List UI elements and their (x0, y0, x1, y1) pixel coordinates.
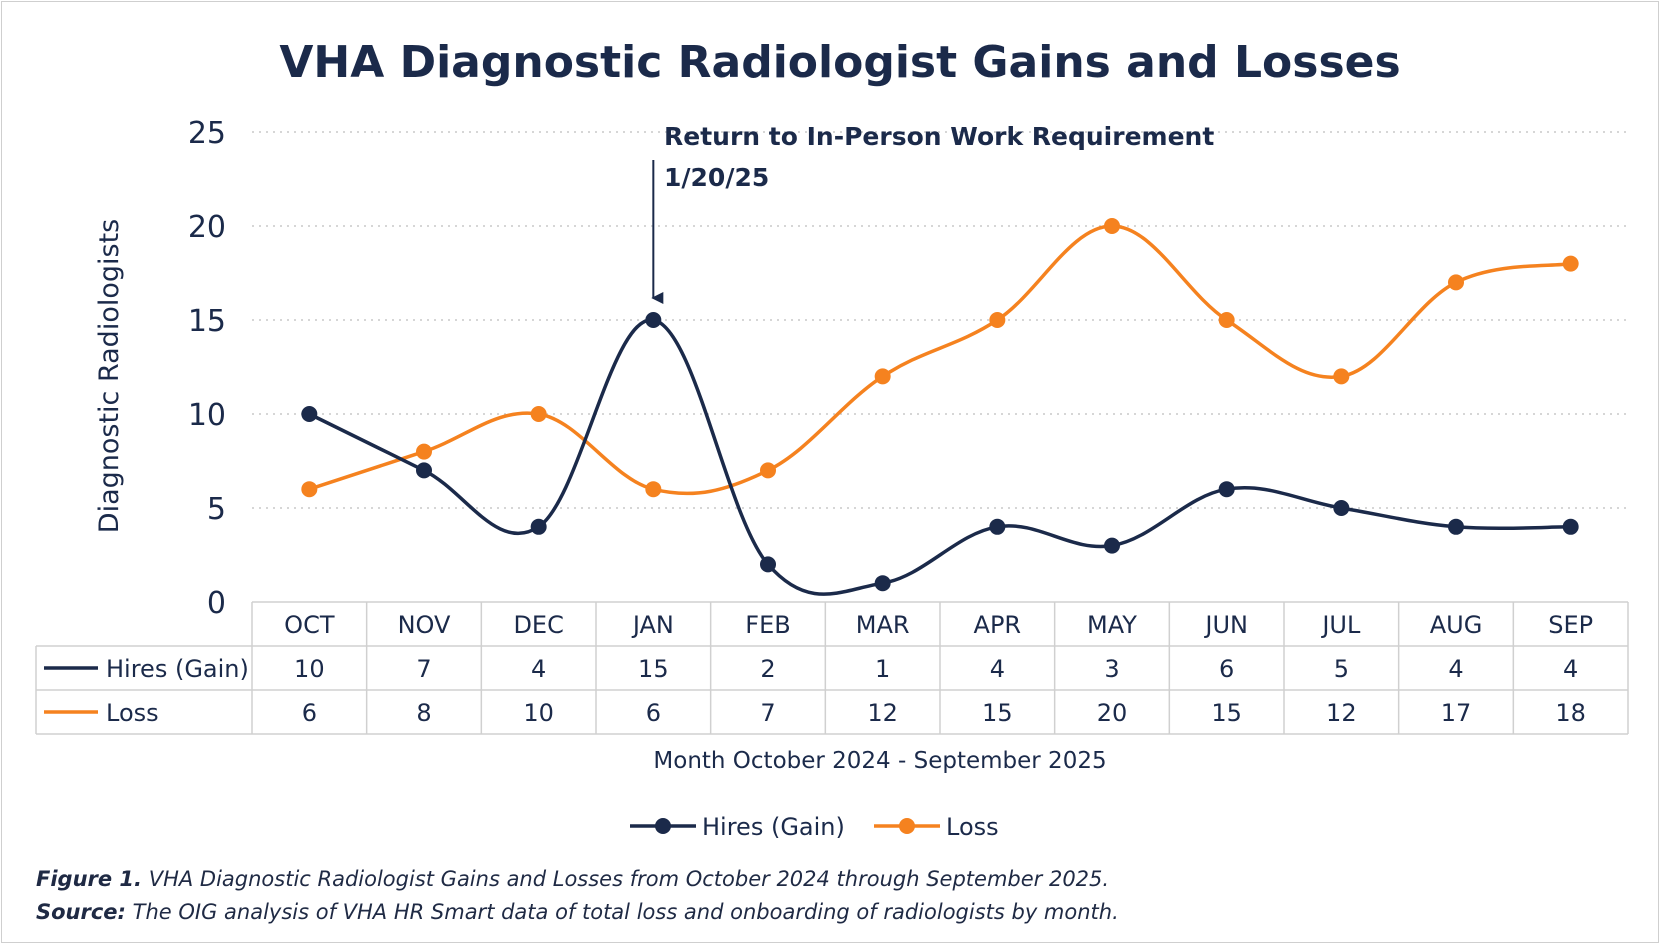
gridlines (252, 131, 1628, 509)
table-series-name: Hires (Gain) (106, 655, 249, 683)
table-cell-value: 15 (638, 655, 669, 683)
table-cell-value: 4 (1448, 655, 1463, 683)
figure-label: Figure 1. (36, 867, 143, 891)
x-tick-label: JUL (1320, 611, 1361, 639)
x-tick-label: MAR (856, 611, 910, 639)
x-tick-label: NOV (398, 611, 451, 639)
source-text: The OIG analysis of VHA HR Smart data of… (125, 900, 1119, 924)
data-point-loss-oct (301, 481, 318, 498)
table-cell-value: 5 (1334, 655, 1349, 683)
data-point-hires-gain-mar (874, 575, 891, 592)
chart-title: VHA Diagnostic Radiologist Gains and Los… (279, 37, 1400, 88)
table-cell-value: 6 (302, 699, 317, 727)
table-cell-value: 10 (523, 699, 554, 727)
data-point-hires-gain-jul (1333, 500, 1350, 516)
table-cell-value: 4 (1563, 655, 1578, 683)
x-axis-label: Month October 2024 - September 2025 (653, 748, 1106, 774)
data-point-hires-gain-jan (645, 312, 662, 328)
data-point-hires-gain-apr (989, 518, 1006, 535)
table-cell-value: 8 (416, 699, 431, 727)
y-tick-label: 5 (207, 492, 226, 527)
annotation-line1: Return to In-Person Work Requirement (664, 122, 1214, 151)
annotation-line2: 1/20/25 (664, 163, 769, 192)
data-point-loss-jan (645, 481, 662, 498)
table-cell-value: 4 (531, 655, 546, 683)
table-cell-value: 12 (867, 699, 898, 727)
data-point-hires-gain-aug (1448, 518, 1464, 535)
y-tick-label: 10 (188, 398, 226, 433)
y-axis-label: Diagnostic Radiologists (94, 219, 125, 533)
data-point-loss-nov (416, 443, 432, 460)
legend: Hires (Gain) Loss (630, 813, 999, 841)
data-point-loss-dec (530, 406, 547, 422)
x-tick-label: JAN (631, 611, 674, 639)
data-point-hires-gain-feb (760, 556, 776, 573)
table-series-name: Loss (106, 699, 159, 727)
data-point-loss-may (1104, 218, 1120, 234)
legend-label: Hires (Gain) (702, 813, 845, 841)
legend-label: Loss (946, 813, 999, 841)
table-cell-value: 6 (646, 699, 661, 727)
y-axis-ticks: 0 5 10 15 20 25 (188, 116, 226, 621)
x-tick-label: OCT (284, 611, 335, 639)
table-cell-value: 15 (982, 699, 1013, 727)
table-cell-value: 4 (990, 655, 1005, 683)
table-cell-value: 10 (294, 655, 325, 683)
y-tick-label: 20 (188, 210, 226, 245)
y-tick-label: 0 (207, 586, 226, 621)
series-line-loss (308, 224, 1571, 496)
figure-text: VHA Diagnostic Radiologist Gains and Los… (142, 867, 1110, 891)
annotation: Return to In-Person Work Requirement 1/2… (651, 122, 1214, 304)
data-point-loss-apr (989, 312, 1006, 328)
table-cell-value: 15 (1211, 699, 1242, 727)
series-points (301, 218, 1579, 592)
table-cell-value: 17 (1441, 699, 1472, 727)
data-point-loss-jun (1218, 312, 1235, 328)
x-tick-label: AUG (1430, 611, 1483, 639)
table-cell-value: 7 (760, 699, 775, 727)
data-point-loss-sep (1562, 255, 1579, 272)
y-tick-label: 15 (188, 304, 226, 339)
x-tick-label: FEB (745, 611, 790, 639)
series-lines (308, 224, 1571, 596)
data-point-hires-gain-jun (1218, 481, 1235, 498)
table-cell-value: 6 (1219, 655, 1234, 683)
source-caption: Source: The OIG analysis of VHA HR Smart… (36, 900, 1119, 924)
x-tick-label: APR (974, 611, 1022, 639)
data-point-hires-gain-sep (1562, 518, 1579, 535)
table-cell-value: 20 (1097, 699, 1128, 727)
table-cell-value: 12 (1326, 699, 1357, 727)
series-line-hires-gain (308, 318, 1571, 596)
legend-swatch-marker (899, 818, 915, 834)
legend-swatch-marker (655, 818, 671, 834)
table-cell-value: 2 (760, 655, 775, 683)
data-point-hires-gain-oct (301, 406, 318, 422)
x-tick-label: MAY (1087, 611, 1137, 639)
table-cell-value: 1 (875, 655, 890, 683)
x-tick-label: JUN (1203, 611, 1248, 639)
data-table: OCT NOV DEC JAN FEB MAR APR MAY JUN JUL AUG SEP Hire… (35, 601, 1629, 735)
table-cell-value: 18 (1555, 699, 1586, 727)
x-tick-label: DEC (513, 611, 563, 639)
figure-caption: Figure 1. VHA Diagnostic Radiologist Gai… (36, 867, 1109, 891)
data-point-hires-gain-may (1104, 537, 1120, 554)
table-cell-value: 7 (416, 655, 431, 683)
data-point-hires-gain-dec (530, 518, 547, 535)
x-tick-label: SEP (1548, 611, 1593, 639)
data-point-loss-jul (1333, 368, 1350, 385)
data-point-loss-aug (1448, 274, 1464, 291)
source-label: Source: (36, 900, 126, 924)
y-tick-label: 25 (188, 116, 226, 151)
table-cell-value: 3 (1104, 655, 1119, 683)
data-point-hires-gain-nov (416, 462, 432, 479)
data-point-loss-mar (874, 368, 891, 385)
data-point-loss-feb (760, 462, 776, 479)
